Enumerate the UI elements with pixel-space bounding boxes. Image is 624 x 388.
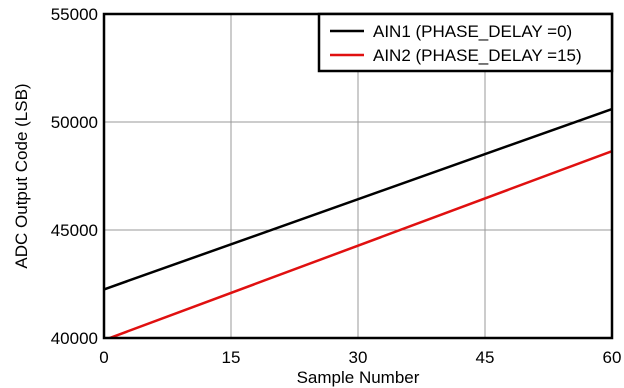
legend-label-ain2: AIN2 (PHASE_DELAY =15) (373, 46, 582, 65)
x-tick-label: 45 (476, 348, 495, 367)
y-tick-labels: 40000 45000 50000 55000 (51, 5, 98, 348)
legend-label-ain1: AIN1 (PHASE_DELAY =0) (373, 22, 572, 41)
legend: AIN1 (PHASE_DELAY =0) AIN2 (PHASE_DELAY … (317, 12, 614, 73)
y-tick-label: 40000 (51, 329, 98, 348)
y-tick-label: 55000 (51, 5, 98, 24)
x-tick-label: 60 (603, 348, 622, 367)
x-tick-labels: 0 15 30 45 60 (99, 348, 621, 367)
y-tick-label: 45000 (51, 221, 98, 240)
series-group (104, 107, 612, 338)
y-tick-label: 50000 (51, 113, 98, 132)
x-tick-label: 30 (349, 348, 368, 367)
x-axis-title: Sample Number (297, 368, 420, 387)
y-axis-title: ADC Output Code (LSB) (12, 83, 31, 268)
series-line-2 (106, 149, 612, 338)
x-tick-label: 0 (99, 348, 108, 367)
series-line-1 (104, 107, 612, 291)
legend-box (317, 12, 614, 73)
x-tick-label: 15 (222, 348, 241, 367)
